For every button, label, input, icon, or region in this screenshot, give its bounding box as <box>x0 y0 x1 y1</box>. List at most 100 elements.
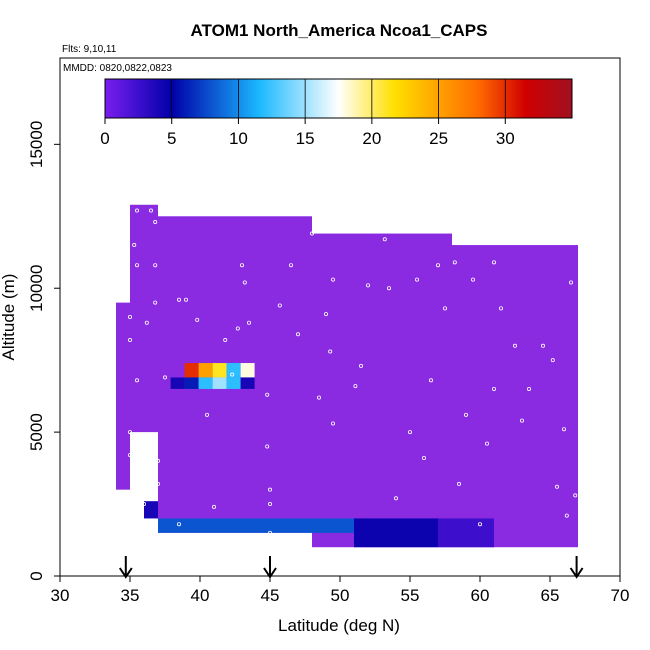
sample-point <box>153 263 158 268</box>
sample-point <box>267 487 272 492</box>
heatmap-cell <box>312 233 452 548</box>
sample-point <box>452 260 457 265</box>
sample-point <box>382 237 387 242</box>
sample-point <box>564 513 569 518</box>
sample-point <box>134 263 139 268</box>
sample-point <box>155 458 160 463</box>
sample-point <box>541 343 546 348</box>
sample-point <box>265 392 270 397</box>
flight-arrows <box>118 556 584 579</box>
sample-point <box>491 386 496 391</box>
x-tick-label: 60 <box>471 586 490 605</box>
sample-point <box>611 248 616 253</box>
sample-point <box>155 481 160 486</box>
heatmap-cell <box>158 518 368 533</box>
sample-point <box>456 481 461 486</box>
colorbar-tick-label: 0 <box>100 129 109 148</box>
sample-point <box>309 231 314 236</box>
sample-point <box>141 502 146 507</box>
sample-point <box>573 493 578 498</box>
x-tick-label: 50 <box>331 586 350 605</box>
heatmap-cell <box>226 377 241 389</box>
x-tick-label: 30 <box>51 586 70 605</box>
sample-point <box>407 430 412 435</box>
sample-point <box>288 263 293 268</box>
sample-point <box>527 386 532 391</box>
heatmap-cell <box>116 302 130 490</box>
sample-point <box>267 502 272 507</box>
sample-point <box>498 306 503 311</box>
sample-point <box>204 412 209 417</box>
heatmap-cell <box>438 518 494 548</box>
sample-point <box>477 522 482 527</box>
colorbar-tick-label: 20 <box>362 129 381 148</box>
sample-point <box>393 496 398 501</box>
heatmap-cells <box>116 204 578 548</box>
sample-point <box>428 378 433 383</box>
heatmap-cell <box>212 363 227 378</box>
sample-point <box>328 349 333 354</box>
x-axis-label: Latitude (deg N) <box>278 616 400 635</box>
y-tick-label: 0 <box>27 571 46 580</box>
heatmap-cell <box>184 363 199 378</box>
sample-point <box>239 263 244 268</box>
y-axis-label: Altitude (m) <box>0 274 18 361</box>
sample-point <box>144 320 149 325</box>
sample-point <box>230 372 235 377</box>
sample-point <box>513 343 518 348</box>
sample-point <box>132 243 137 248</box>
sample-point <box>491 260 496 265</box>
x-tick-label: 45 <box>261 586 280 605</box>
sample-point <box>265 444 270 449</box>
sample-point <box>242 280 247 285</box>
sample-point <box>148 490 153 495</box>
sample-point <box>545 550 550 555</box>
sample-point <box>358 363 363 368</box>
flight-arrow <box>118 556 133 579</box>
sample-point <box>211 504 216 509</box>
sample-point <box>569 280 574 285</box>
sample-point <box>386 286 391 291</box>
colorbar-tick-label: 15 <box>296 129 315 148</box>
sample-point <box>587 335 592 340</box>
x-tick-label: 55 <box>401 586 420 605</box>
sample-point <box>277 303 282 308</box>
heatmap-cell <box>452 245 578 548</box>
sample-point <box>583 266 588 271</box>
heatmap-cell <box>144 501 158 519</box>
heatmap-cell <box>184 377 199 389</box>
x-tick-label: 35 <box>121 586 140 605</box>
sample-point <box>435 263 440 268</box>
heatmap-cell <box>130 204 158 433</box>
sample-point <box>127 338 132 343</box>
sample-point <box>183 297 188 302</box>
sample-point <box>223 338 228 343</box>
sample-point <box>246 320 251 325</box>
heatmap-cell <box>226 363 241 378</box>
sample-point <box>414 277 419 282</box>
sample-point <box>604 260 609 265</box>
x-tick-label: 70 <box>611 586 630 605</box>
sample-point <box>330 421 335 426</box>
colorbar-ticks: 0 5 10 15 20 25 30 <box>100 79 515 148</box>
sample-point <box>330 277 335 282</box>
y-tick-label: 5000 <box>27 413 46 451</box>
sample-point <box>134 378 139 383</box>
sample-point <box>550 358 555 363</box>
heatmap-cell <box>198 377 213 389</box>
y-tick-label: 10000 <box>27 265 46 312</box>
sample-point <box>235 326 240 331</box>
sample-point <box>162 375 167 380</box>
heatmap-cell <box>354 518 438 548</box>
sample-point <box>365 283 370 288</box>
chart-title: ATOM1 North_America Ncoa1_CAPS <box>191 21 488 40</box>
sample-point <box>463 412 468 417</box>
y-axis: 0 5000 10000 15000 <box>27 121 60 581</box>
sample-point <box>562 427 567 432</box>
flight-arrow <box>263 556 277 579</box>
colorbar-tick-label: 25 <box>429 129 448 148</box>
heatmap-cell <box>198 363 213 378</box>
sample-point <box>267 530 272 535</box>
x-tick-label: 65 <box>541 586 560 605</box>
